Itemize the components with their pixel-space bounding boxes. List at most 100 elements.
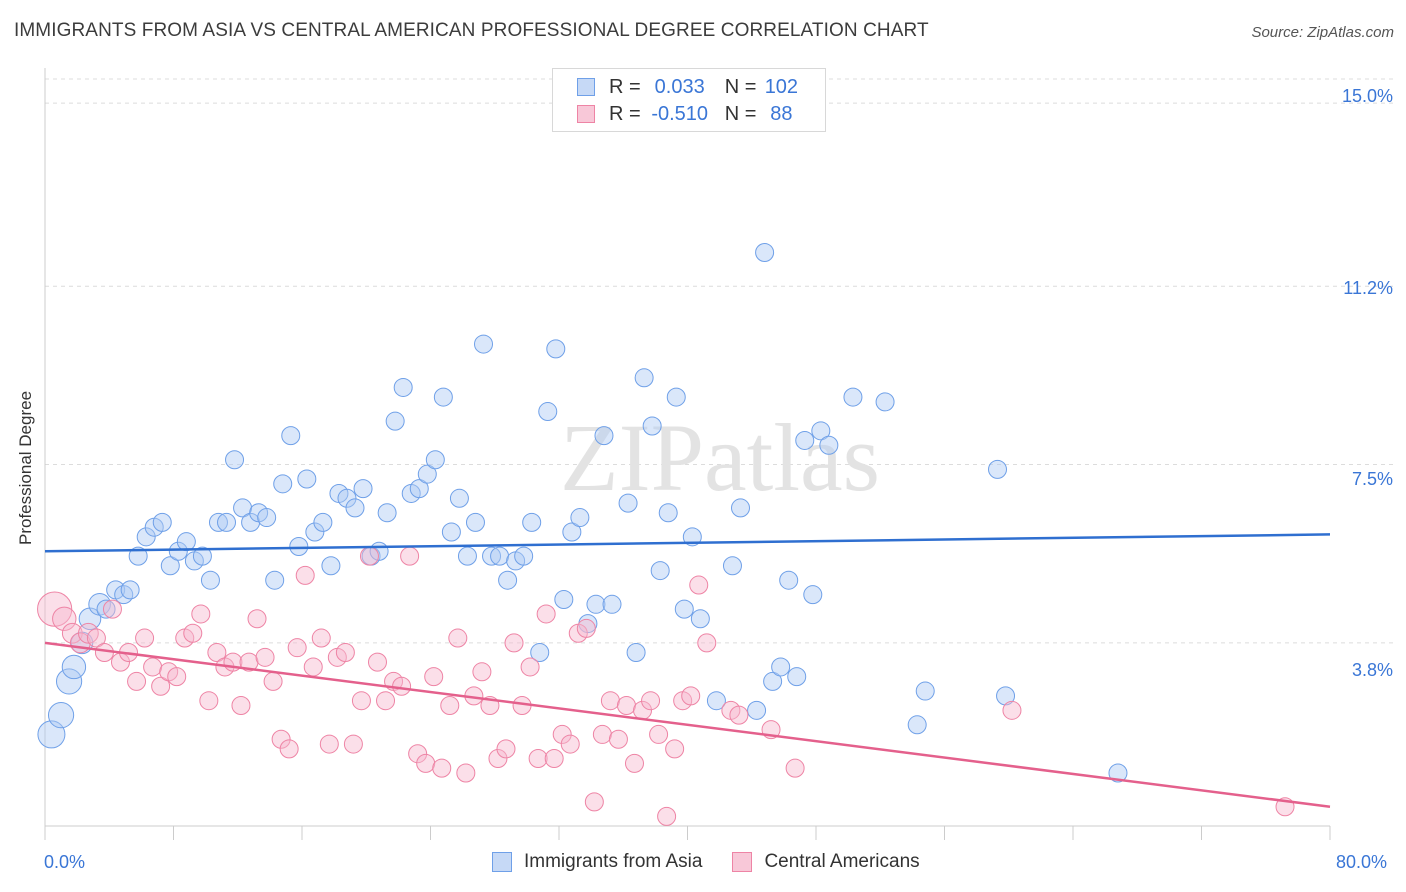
data-point <box>658 503 678 523</box>
data-point <box>618 493 638 513</box>
data-point <box>649 724 669 744</box>
data-point <box>143 657 163 677</box>
legend-r-label: R = <box>609 102 641 125</box>
data-point <box>496 739 516 759</box>
data-point <box>1002 700 1022 720</box>
data-point <box>803 585 823 605</box>
data-point <box>586 594 606 614</box>
data-point <box>771 657 791 677</box>
trend-line <box>44 533 1331 553</box>
legend-r-value: -0.510 <box>651 102 709 125</box>
data-point <box>167 667 187 687</box>
legend-item-asia[interactable]: Immigrants from Asia <box>492 851 702 873</box>
data-point <box>313 512 333 532</box>
data-point <box>303 657 323 677</box>
data-point <box>729 705 749 725</box>
data-point <box>576 618 596 638</box>
y-tick-label: 15.0% <box>1341 86 1393 106</box>
data-point <box>785 758 805 778</box>
data-point <box>168 541 188 561</box>
legend-label-asia: Immigrants from Asia <box>524 851 703 872</box>
data-point <box>457 546 477 566</box>
data-point <box>114 585 134 605</box>
data-point <box>160 556 180 576</box>
data-point <box>271 729 291 749</box>
data-point <box>875 392 895 412</box>
data-point <box>811 421 831 441</box>
data-point <box>151 676 171 696</box>
series-legend: Immigrants from Asia Central Americans <box>492 851 950 873</box>
data-point <box>915 681 935 701</box>
data-point <box>311 628 331 648</box>
data-point <box>490 546 510 566</box>
data-point <box>400 546 420 566</box>
data-point <box>345 498 365 518</box>
data-point <box>504 633 524 653</box>
data-point <box>528 749 548 769</box>
data-point <box>546 339 566 359</box>
data-point <box>385 411 405 431</box>
data-point <box>1108 763 1128 783</box>
data-point <box>152 512 172 532</box>
data-point <box>552 724 572 744</box>
data-point <box>127 671 147 691</box>
data-point <box>787 667 807 687</box>
legend-row-central: R = -0.510 N = 88 <box>577 101 806 127</box>
data-point <box>257 508 277 528</box>
watermark: ZIPatlas <box>560 404 880 511</box>
legend-n-label: N = <box>724 102 757 125</box>
data-point <box>554 589 574 609</box>
data-point <box>472 662 492 682</box>
data-point <box>263 671 283 691</box>
data-point <box>747 700 767 720</box>
data-point <box>265 570 285 590</box>
legend-n-value: 102 <box>764 75 799 98</box>
data-point <box>650 561 670 581</box>
data-point <box>674 599 694 619</box>
legend-row-asia: R = 0.033 N = 102 <box>577 74 806 100</box>
legend-swatch-blue <box>492 852 512 872</box>
data-point <box>207 643 227 663</box>
legend-item-central[interactable]: Central Americans <box>732 851 920 873</box>
data-point <box>319 734 339 754</box>
data-point <box>570 508 590 528</box>
y-tick-label: 11.2% <box>1343 278 1393 298</box>
y-tick-label: 3.8% <box>1351 660 1393 680</box>
data-point <box>722 556 742 576</box>
data-point <box>522 512 542 532</box>
data-point <box>255 647 275 667</box>
legend-swatch-pink <box>732 852 753 872</box>
data-point <box>616 696 636 716</box>
data-point <box>474 334 494 354</box>
y-axis-label: Professional Degree <box>16 390 35 545</box>
data-point <box>456 763 476 783</box>
data-point <box>120 580 140 600</box>
data-point <box>843 387 863 407</box>
data-point <box>433 387 453 407</box>
data-point <box>281 426 301 446</box>
data-point <box>408 744 428 764</box>
data-point <box>763 671 783 691</box>
correlation-legend: R = 0.033 N = 102 R = -0.510 N = 88 <box>552 68 826 132</box>
data-point <box>690 609 710 629</box>
data-point <box>176 532 196 552</box>
data-point <box>247 609 267 629</box>
data-point <box>681 686 701 706</box>
data-point <box>626 643 646 663</box>
data-point <box>200 570 220 590</box>
data-point <box>351 691 371 711</box>
data-point <box>634 368 654 388</box>
data-point <box>183 623 203 643</box>
data-point <box>779 570 799 590</box>
data-point <box>689 575 709 595</box>
data-point <box>482 546 502 566</box>
data-point <box>594 426 614 446</box>
data-point <box>191 604 211 624</box>
legend-n-label: N = <box>724 75 757 98</box>
data-point <box>520 657 540 677</box>
data-point <box>337 488 357 508</box>
data-point <box>544 749 564 769</box>
axes <box>44 68 1331 840</box>
data-point <box>416 753 436 773</box>
x-tick-label-max: 80.0% <box>1336 852 1388 872</box>
